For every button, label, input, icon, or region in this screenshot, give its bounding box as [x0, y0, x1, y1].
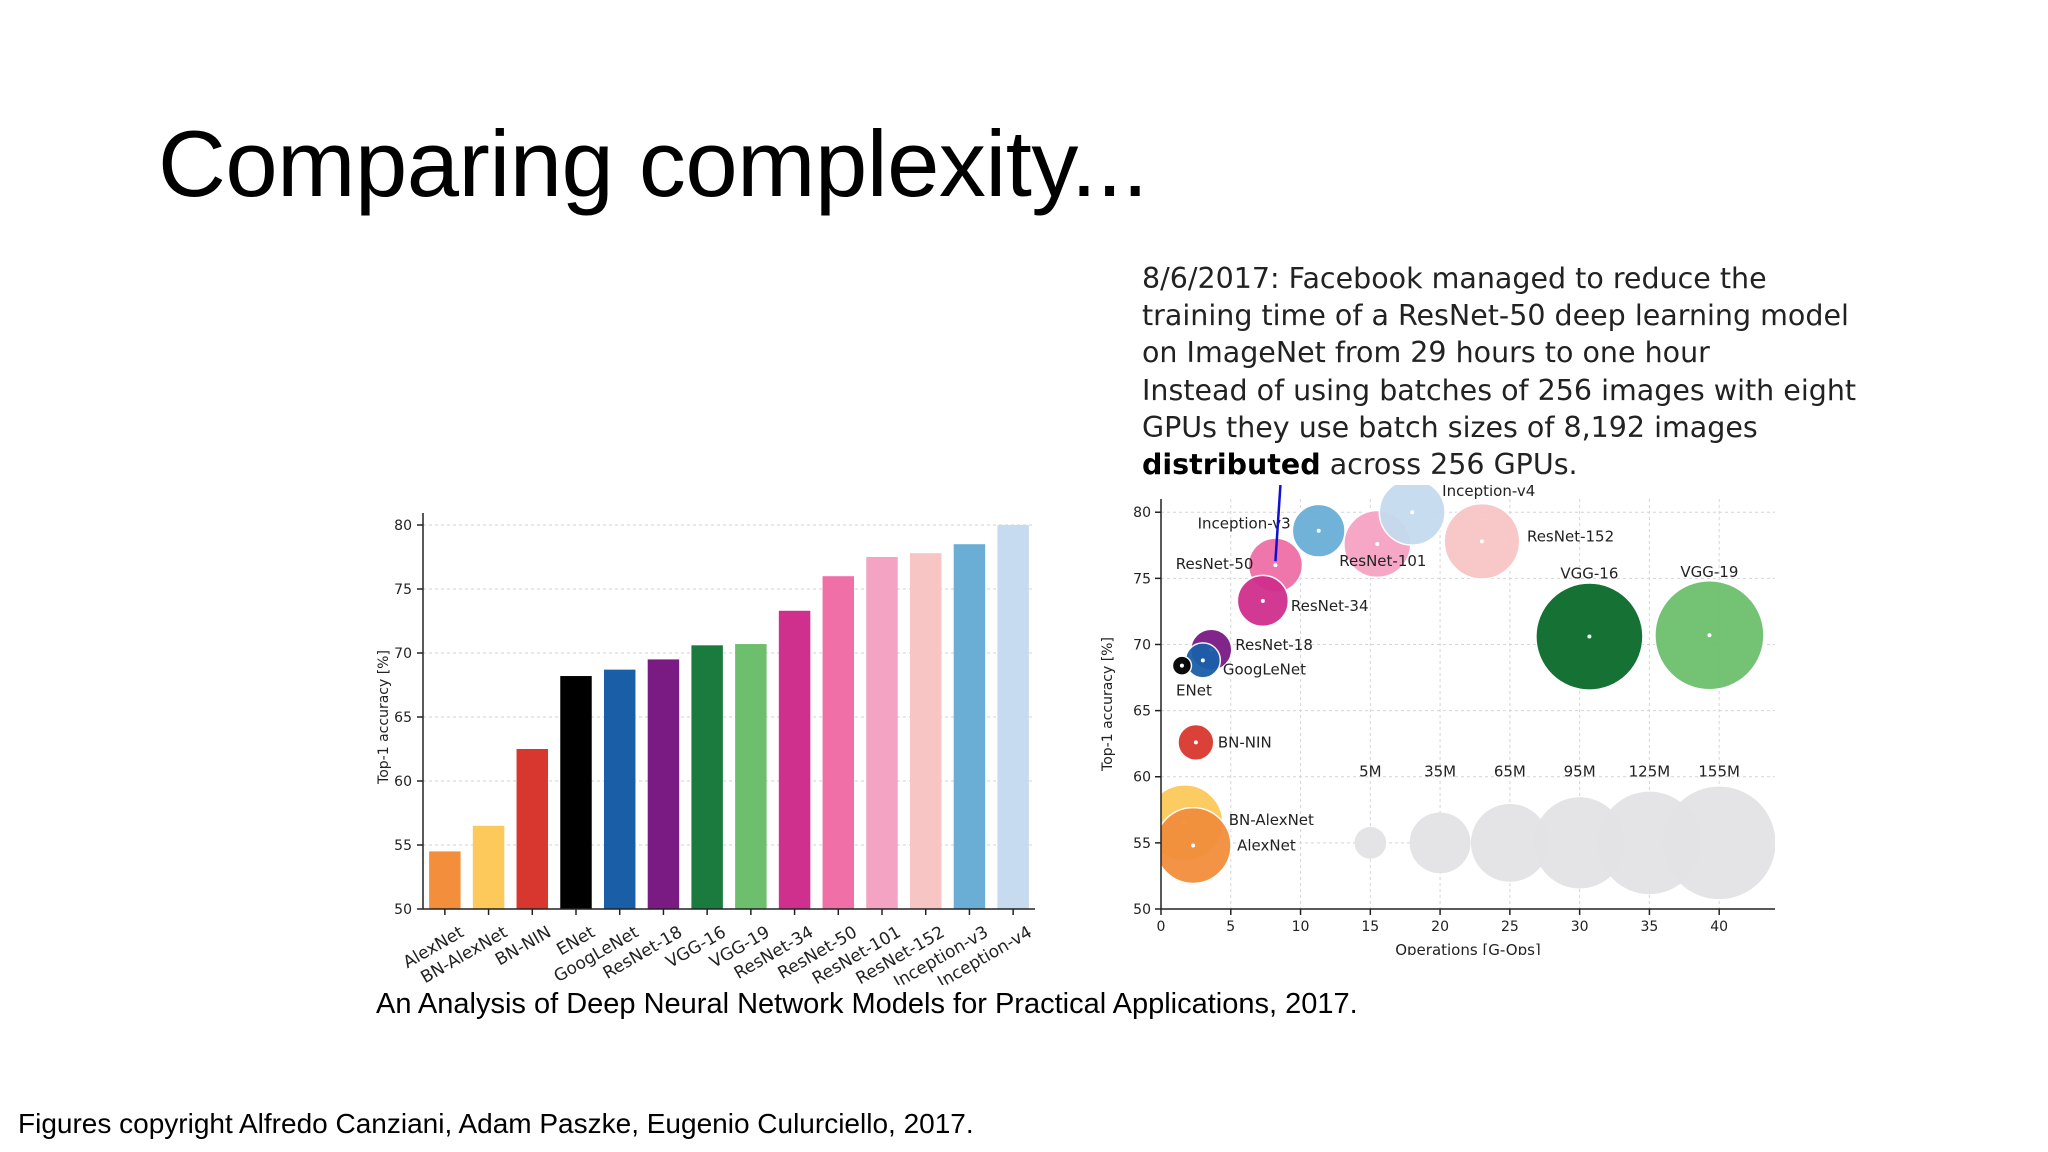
bubble-label: ResNet-152: [1527, 527, 1614, 545]
bubble-label: AlexNet: [1237, 837, 1296, 855]
size-legend-bubble: [1354, 827, 1387, 859]
note-tail: across 256 GPUs.: [1320, 448, 1578, 482]
note-line: training time of a ResNet-50 deep learni…: [1142, 299, 1849, 333]
bubble-x-axis-label: Operations [G-Ops]: [1395, 941, 1541, 955]
bar: [735, 644, 767, 909]
bar-y-tick-label: 50: [394, 902, 412, 918]
bubble: [1378, 485, 1446, 546]
bar: [909, 553, 942, 909]
bubble-label: Inception-v4: [1442, 485, 1535, 500]
bubble-center-dot: [1200, 658, 1205, 663]
bubble-center-dot: [1479, 539, 1484, 544]
bubble-x-tick-label: 10: [1292, 919, 1310, 935]
bubble-y-tick-label: 55: [1133, 836, 1151, 852]
bubble-label: BN-AlexNet: [1229, 811, 1314, 829]
bar: [560, 676, 592, 909]
bubble-center-dot: [1410, 510, 1415, 515]
bubble-label: ENet: [1176, 682, 1212, 700]
note-line: GPUs they use batch sizes of 8,192 image…: [1142, 410, 1758, 444]
size-legend-label: 5M: [1359, 763, 1382, 781]
bubble-x-tick-label: 20: [1431, 919, 1449, 935]
figure-caption: An Analysis of Deep Neural Network Model…: [376, 988, 1358, 1020]
size-legend-bubble: [1534, 797, 1626, 889]
size-legend-label: 95M: [1564, 763, 1596, 781]
bubble-center-dot: [1707, 633, 1712, 638]
bar-chart: 50556065707580AlexNetBN-AlexNetBN-NINENe…: [376, 513, 1036, 985]
bar: [778, 610, 811, 909]
bar: [647, 659, 680, 909]
bubble-center-dot: [1375, 541, 1380, 546]
annotation-pointer-line: [1274, 485, 1282, 562]
facebook-note: 8/6/2017: Facebook managed to reduce the…: [1142, 260, 1902, 483]
bubble-center-dot: [1316, 528, 1321, 533]
bar: [997, 525, 1029, 909]
bubble-x-tick-label: 35: [1640, 919, 1658, 935]
bubble-x-tick-label: 5: [1226, 919, 1235, 935]
bar: [603, 669, 636, 909]
bubble-center-dot: [1260, 598, 1265, 603]
bubble-chart: 0 5 10 15 20 25 30 35 40 50 55 60 65 70 75 80 5M 35M 65M 95…: [1100, 485, 1775, 955]
copyright-notice: Figures copyright Alfredo Canziani, Adam…: [18, 1108, 974, 1139]
bubble-label: VGG-19: [1680, 563, 1738, 581]
bubble-x-tick-label: 0: [1157, 919, 1166, 935]
bubble-label: GoogLeNet: [1223, 660, 1306, 678]
bar-y-tick-label: 80: [394, 518, 412, 534]
size-legend-bubble: [1662, 786, 1775, 900]
bubble-y-tick-label: 65: [1133, 704, 1151, 720]
note-line: Instead of using batches of 256 images w…: [1142, 373, 1857, 407]
bubble-x-tick-label: 15: [1361, 919, 1379, 935]
size-legend-bubble: [1470, 803, 1549, 882]
bubble-label: BN-NIN: [1218, 733, 1272, 751]
size-legend-label: 155M: [1698, 763, 1740, 781]
bubble-x-tick-label: 25: [1501, 919, 1519, 935]
bubble-y-tick-label: 75: [1133, 571, 1151, 587]
bar-y-tick-label: 65: [394, 710, 412, 726]
size-legend-label: 65M: [1494, 763, 1526, 781]
bubble-label: ResNet-50: [1176, 555, 1254, 573]
slide-title: Comparing complexity...: [158, 111, 1148, 216]
bubble-label: VGG-16: [1560, 565, 1618, 583]
bubble-y-axis-label: Top-1 accuracy [%]: [1100, 637, 1116, 772]
bubble-label: ResNet-18: [1235, 636, 1313, 654]
bar-y-tick-label: 75: [394, 582, 412, 598]
bubble-label: ResNet-101: [1339, 552, 1426, 570]
bar-y-axis-label: Top-1 accuracy [%]: [376, 650, 392, 785]
bar: [866, 557, 898, 909]
note-line: 8/6/2017: Facebook managed to reduce the: [1142, 262, 1767, 295]
bubble-center-dot: [1587, 634, 1592, 639]
bubble: [1161, 806, 1232, 885]
bar: [429, 851, 461, 909]
size-legend-bubble: [1409, 812, 1471, 874]
bar: [472, 825, 505, 909]
bubble-x-tick-label: 30: [1571, 919, 1589, 935]
size-legend-label: 125M: [1629, 763, 1671, 781]
note-bold-word: distributed: [1142, 448, 1321, 482]
bubble-center-dot: [1273, 563, 1278, 568]
bar-y-tick-label: 60: [394, 774, 412, 790]
bubble-plot-area: [1161, 485, 1775, 900]
bubble-y-tick-label: 60: [1133, 770, 1151, 786]
size-legend-label: 35M: [1424, 763, 1456, 781]
bar: [516, 749, 549, 909]
bubble-center-dot: [1191, 843, 1196, 848]
bubble-y-tick-label: 50: [1133, 902, 1151, 918]
note-line: on ImageNet from 29 hours to one hour: [1142, 336, 1710, 370]
bubble-y-tick-label: 70: [1133, 637, 1151, 653]
bubble-x-tick-label: 40: [1710, 919, 1728, 935]
note-line-last: distributed across 256 GPUs.: [1142, 446, 1902, 483]
bar: [691, 645, 723, 909]
bubble-center-dot: [1193, 740, 1198, 745]
bar-y-tick-label: 70: [394, 646, 412, 662]
bubble-label: Inception-v3: [1198, 515, 1291, 533]
bubble-y-tick-label: 80: [1133, 505, 1151, 521]
bubble-label: ResNet-34: [1291, 597, 1369, 615]
bubble-center-dot: [1179, 663, 1184, 668]
bar-y-tick-label: 55: [394, 838, 412, 854]
bar: [953, 544, 986, 909]
bar: [822, 576, 855, 909]
